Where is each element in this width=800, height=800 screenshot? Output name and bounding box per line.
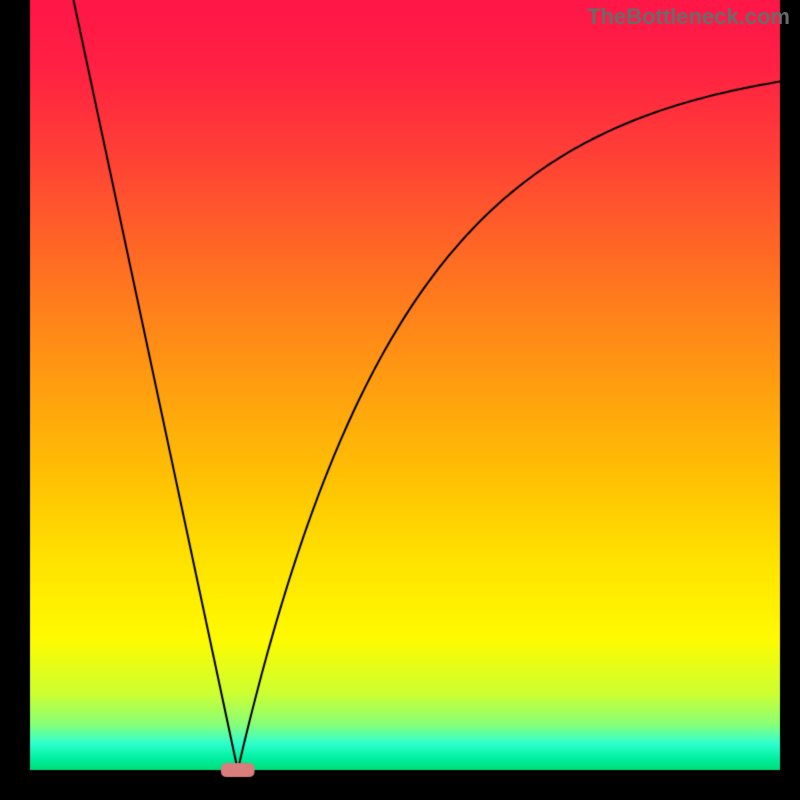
bottleneck-curve-chart	[0, 0, 800, 800]
watermark-text: TheBottleneck.com	[587, 4, 790, 30]
